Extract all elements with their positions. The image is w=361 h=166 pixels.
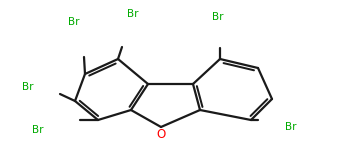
Text: O: O bbox=[156, 127, 166, 140]
Text: Br: Br bbox=[68, 17, 80, 27]
Text: Br: Br bbox=[32, 125, 44, 135]
Text: Br: Br bbox=[212, 12, 224, 22]
Text: Br: Br bbox=[127, 9, 139, 19]
Text: Br: Br bbox=[22, 82, 34, 92]
Text: Br: Br bbox=[285, 122, 297, 132]
